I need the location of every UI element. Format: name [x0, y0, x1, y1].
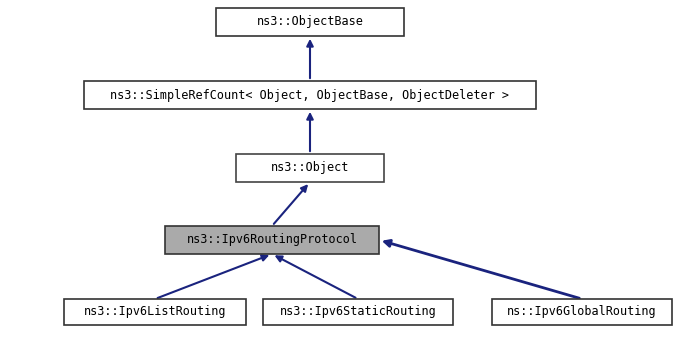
FancyBboxPatch shape: [216, 8, 404, 36]
FancyBboxPatch shape: [263, 299, 453, 325]
Text: ns3::Ipv6StaticRouting: ns3::Ipv6StaticRouting: [279, 305, 437, 319]
Text: ns3::Ipv6RoutingProtocol: ns3::Ipv6RoutingProtocol: [186, 233, 358, 246]
FancyBboxPatch shape: [84, 81, 536, 109]
FancyBboxPatch shape: [492, 299, 672, 325]
Text: ns3::ObjectBase: ns3::ObjectBase: [256, 15, 363, 29]
Text: ns3::Ipv6ListRouting: ns3::Ipv6ListRouting: [84, 305, 226, 319]
Text: ns3::Object: ns3::Object: [271, 162, 350, 174]
FancyBboxPatch shape: [64, 299, 246, 325]
Text: ns::Ipv6GlobalRouting: ns::Ipv6GlobalRouting: [507, 305, 657, 319]
Text: ns3::SimpleRefCount< Object, ObjectBase, ObjectDeleter >: ns3::SimpleRefCount< Object, ObjectBase,…: [110, 89, 509, 102]
FancyBboxPatch shape: [236, 154, 384, 182]
FancyBboxPatch shape: [165, 226, 379, 254]
